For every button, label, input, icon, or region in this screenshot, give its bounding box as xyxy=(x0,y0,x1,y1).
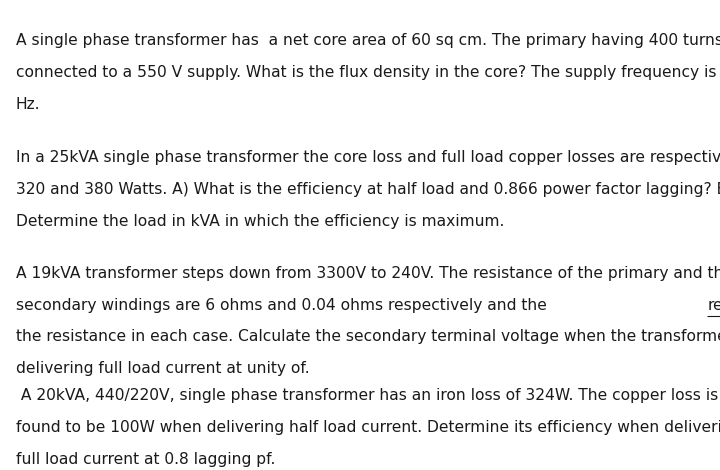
Text: found to be 100W when delivering half load current. Determine its efficiency whe: found to be 100W when delivering half lo… xyxy=(16,420,720,435)
Text: A 19kVA transformer steps down from 3300V to 240V. The resistance of the primary: A 19kVA transformer steps down from 3300… xyxy=(16,266,720,281)
Text: the resistance in each case. Calculate the secondary terminal voltage when the t: the resistance in each case. Calculate t… xyxy=(16,329,720,345)
Text: reactances: reactances xyxy=(707,298,720,313)
Text: Hz.: Hz. xyxy=(16,97,40,112)
Text: A single phase transformer has  a net core area of 60 sq cm. The primary having : A single phase transformer has a net cor… xyxy=(16,33,720,48)
Text: A 20kVA, 440/220V, single phase transformer has an iron loss of 324W. The copper: A 20kVA, 440/220V, single phase transfor… xyxy=(16,388,718,403)
Text: Determine the load in kVA in which the efficiency is maximum.: Determine the load in kVA in which the e… xyxy=(16,214,504,229)
Text: secondary windings are 6 ohms and 0.04 ohms respectively and the: secondary windings are 6 ohms and 0.04 o… xyxy=(16,298,552,313)
Text: connected to a 550 V supply. What is the flux density in the core? The supply fr: connected to a 550 V supply. What is the… xyxy=(16,65,720,80)
Text: 320 and 380 Watts. A) What is the efficiency at half load and 0.866 power factor: 320 and 380 Watts. A) What is the effici… xyxy=(16,182,720,197)
Text: In a 25kVA single phase transformer the core loss and full load copper losses ar: In a 25kVA single phase transformer the … xyxy=(16,150,720,165)
Text: full load current at 0.8 lagging pf.: full load current at 0.8 lagging pf. xyxy=(16,452,275,467)
Text: delivering full load current at unity of.: delivering full load current at unity of… xyxy=(16,361,310,376)
